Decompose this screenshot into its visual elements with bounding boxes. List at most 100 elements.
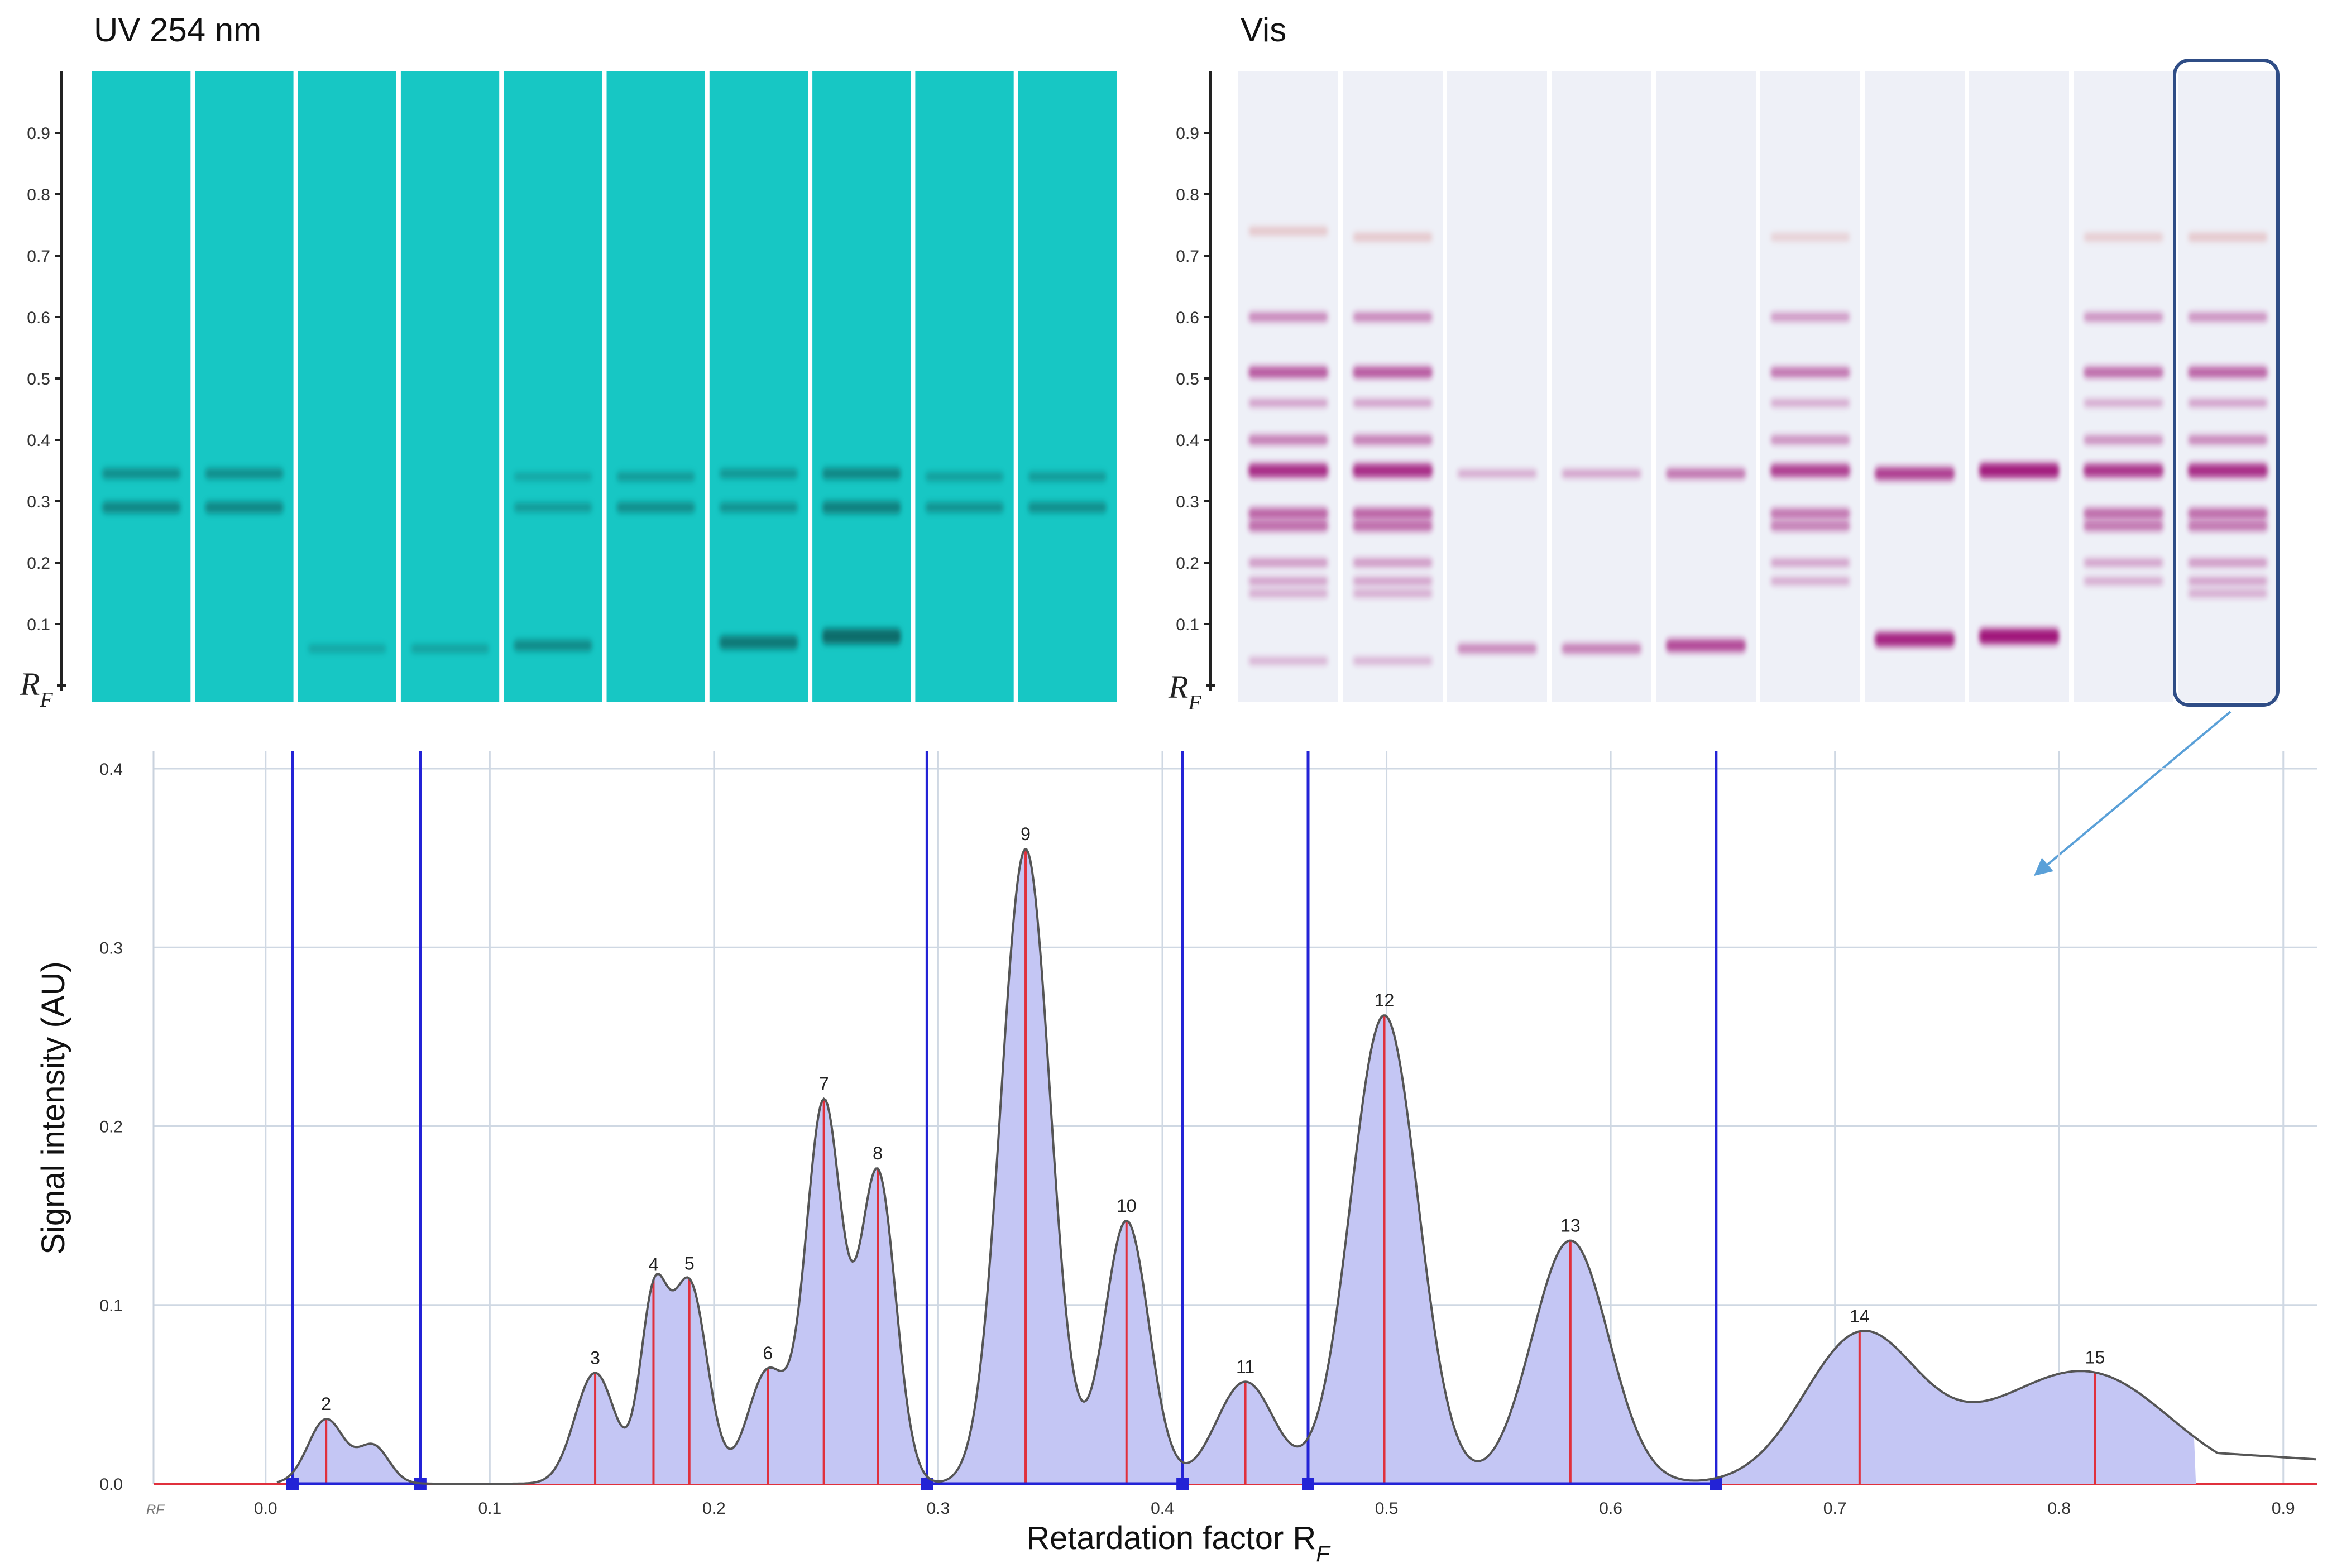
peak-label: 4	[649, 1255, 659, 1275]
plate-track	[400, 71, 500, 702]
plate-track	[2074, 71, 2173, 702]
plate-band	[719, 468, 798, 479]
x-tick-label: 0.1	[478, 1499, 501, 1518]
rf-tick-label: 0.9	[1176, 124, 1199, 143]
plate-track	[1343, 71, 1443, 702]
plate-track	[1552, 71, 1651, 702]
track-background	[92, 71, 191, 702]
track-background	[1552, 71, 1651, 702]
uv-plate	[92, 71, 1117, 702]
plate-track	[195, 71, 294, 702]
uv-rf-axis: 0.1 0.2 0.3 0.4 0.5 0.6 0.7 0.8 0.9 RF	[20, 71, 66, 712]
rf-tick-label: 0.3	[1176, 493, 1199, 511]
x-tick-label: 0.0	[254, 1499, 277, 1518]
x-tick-label: 0.8	[2047, 1499, 2071, 1518]
plate-band	[1248, 508, 1329, 519]
plate-band	[1457, 470, 1538, 477]
plate-band	[1352, 312, 1433, 322]
plate-band	[1770, 313, 1851, 322]
vis-rf-label: RF	[1168, 669, 1201, 715]
plate-band	[822, 501, 901, 514]
plate-band	[1248, 399, 1329, 407]
peak-markers	[325, 849, 2096, 1484]
plate-band	[1352, 233, 1433, 242]
peak-label: 14	[1850, 1306, 1870, 1326]
x-tick-label: 0.4	[1151, 1499, 1174, 1518]
plate-track	[298, 71, 396, 702]
plate-track	[2178, 71, 2278, 702]
plate-band	[2187, 520, 2268, 531]
peak-label: 7	[819, 1074, 829, 1094]
plate-band	[1248, 520, 1329, 531]
rf-tick-label: 0.1	[1176, 616, 1199, 634]
plate-band	[925, 472, 1004, 481]
chart-trace	[276, 848, 2316, 1485]
x-tick-label: 0.5	[1375, 1499, 1399, 1518]
track-background	[1656, 71, 1756, 702]
plate-band	[1352, 508, 1433, 519]
plate-band	[1770, 367, 1851, 378]
plate-band	[1561, 644, 1642, 654]
plate-band	[1352, 463, 1433, 478]
rf-tick-label: 0.4	[1176, 431, 1199, 450]
track-background	[2074, 71, 2173, 702]
plate-band	[513, 640, 592, 651]
plate-track	[92, 71, 191, 702]
plate-band	[2083, 559, 2164, 567]
x-tick-label: 0.7	[1823, 1499, 1847, 1518]
integration-bounds	[286, 751, 1722, 1490]
y-tick-label: 0.1	[99, 1297, 123, 1315]
plate-band	[1770, 435, 1851, 444]
y-tick-label: 0.0	[99, 1475, 123, 1494]
rf-tick-label: 0.9	[27, 124, 50, 143]
plate-track	[709, 71, 808, 702]
rf-tick-label: 0.5	[27, 370, 50, 389]
plate-band	[1248, 658, 1329, 664]
plate-band	[2187, 558, 2268, 567]
plate-band	[2083, 399, 2164, 407]
plate-band	[925, 502, 1004, 513]
rf-tick-label: 0.6	[1176, 309, 1199, 327]
x-tick-label: 0.9	[2272, 1499, 2295, 1518]
plate-band	[102, 468, 181, 479]
uv-panel-title: UV 254 nm	[94, 11, 261, 49]
plate-band	[2083, 367, 2164, 378]
track-background	[195, 71, 294, 702]
track-background	[400, 71, 500, 702]
plate-track	[1760, 71, 1860, 702]
plate-track	[1969, 71, 2069, 702]
rf-tick-label: 0.2	[27, 554, 50, 573]
chart-ticks: 0.0 0.1 0.2 0.3 0.4 0.5 0.6 0.7 0.8 0.9 0.0 0.1 0.2 0…	[99, 760, 2295, 1518]
peak-label: 3	[590, 1348, 600, 1368]
plate-band	[513, 502, 592, 512]
plate-band	[2083, 313, 2164, 322]
peak-label: 12	[1375, 990, 1395, 1010]
plate-band	[1248, 463, 1329, 478]
track-background	[1343, 71, 1443, 702]
vis-panel-title: Vis	[1241, 11, 1286, 49]
plate-band	[616, 502, 696, 513]
track-background	[606, 71, 705, 702]
plate-band	[308, 645, 387, 653]
rf-tick-label: 0.5	[1176, 370, 1199, 389]
plate-band	[1874, 632, 1955, 647]
rf-tick-label: 0.4	[27, 431, 50, 450]
plate-track	[915, 71, 1014, 702]
plate-track	[504, 71, 602, 702]
uv-panel: UV 254 nm 0.1 0.2 0.3 0.4 0.5 0.6 0.7 0.8 0.9 RF	[20, 11, 1117, 712]
peak-label: 15	[2085, 1348, 2105, 1368]
plate-band	[2187, 589, 2268, 597]
plate-band	[616, 472, 696, 482]
rf-tick-label: 0.8	[1176, 186, 1199, 204]
plate-band	[1248, 366, 1329, 378]
plate-band	[204, 468, 284, 479]
peak-labels: 2 3 4 5 6 7 8 9 10 11 12 13 14 15	[321, 824, 2105, 1414]
plate-band	[1352, 658, 1433, 664]
plate-band	[1770, 233, 1851, 241]
rf-tick-label: 0.1	[27, 616, 50, 634]
vis-plate	[1238, 71, 2278, 702]
rf-tick-label: 0.7	[27, 247, 50, 266]
selected-track-highlight	[2173, 59, 2280, 707]
plate-band	[2187, 577, 2268, 585]
plate-band	[1248, 577, 1329, 585]
